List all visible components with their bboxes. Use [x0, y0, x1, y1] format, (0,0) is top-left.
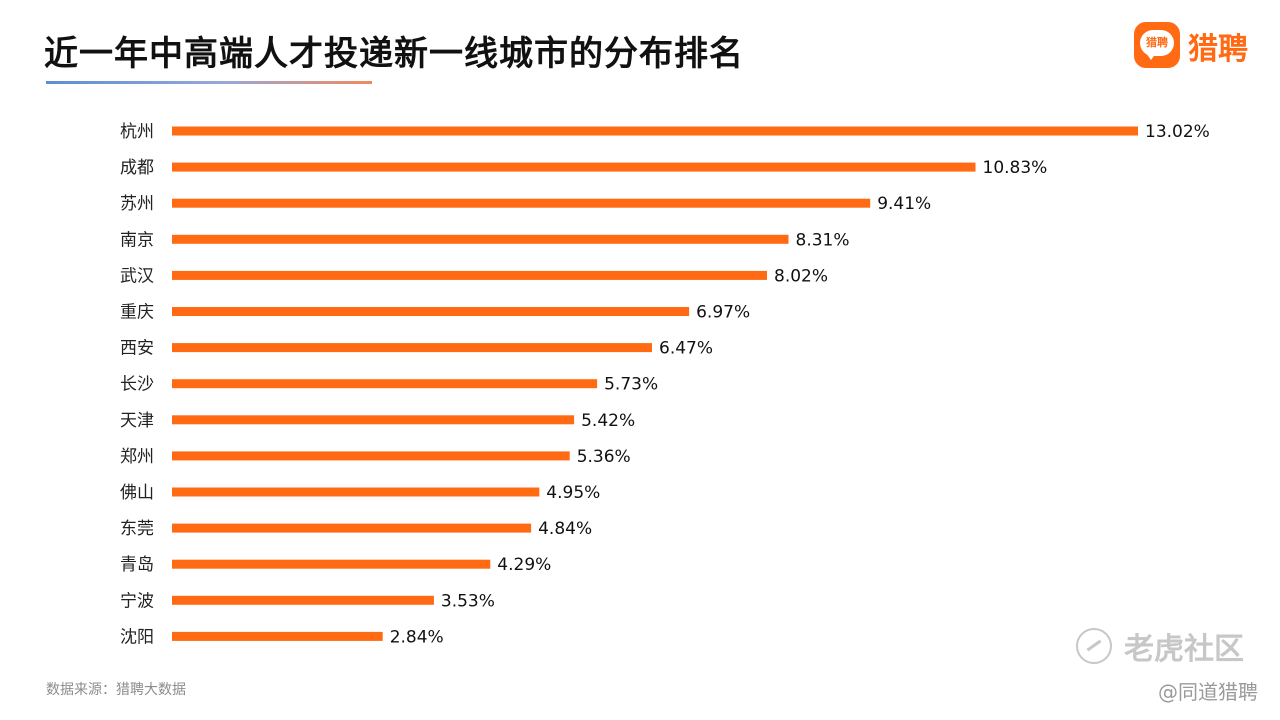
- category-label: 长沙: [120, 375, 154, 395]
- category-label: 杭州: [120, 122, 154, 142]
- bar: [172, 595, 434, 605]
- bar: [172, 559, 491, 569]
- bar: [172, 415, 575, 425]
- bar: [172, 162, 976, 172]
- page-title: 近一年中高端人才投递新一线城市的分布排名: [44, 34, 744, 74]
- category-label: 佛山: [120, 483, 154, 503]
- bar: [172, 451, 570, 461]
- logo-badge-icon: 猎聘: [1134, 22, 1180, 68]
- category-label: 东莞: [120, 519, 154, 539]
- bar: [172, 379, 598, 389]
- watermark-logo-icon: [1076, 628, 1112, 664]
- category-label: 青岛: [120, 555, 154, 575]
- data-label: 6.97%: [696, 303, 750, 323]
- data-label: 3.53%: [441, 591, 495, 611]
- bar: [172, 234, 789, 244]
- data-label: 5.36%: [577, 447, 631, 467]
- bar: [172, 126, 1138, 136]
- category-label: 天津: [120, 411, 154, 431]
- data-label: 5.73%: [604, 375, 658, 395]
- data-label: 6.47%: [659, 339, 713, 359]
- category-label: 成都: [120, 158, 154, 178]
- category-label: 宁波: [120, 591, 154, 611]
- category-label: 苏州: [120, 194, 154, 214]
- category-label: 沈阳: [120, 627, 154, 647]
- data-source-note: 数据来源：猎聘大数据: [46, 682, 186, 698]
- category-label: 西安: [120, 339, 154, 359]
- data-label: 13.02%: [1145, 122, 1210, 142]
- bar: [172, 198, 871, 208]
- data-label: 4.95%: [546, 483, 600, 503]
- data-label: 10.83%: [983, 158, 1048, 178]
- bar: [172, 523, 532, 533]
- logo-badge-tail: [1146, 53, 1156, 60]
- logo-badge-text: 猎聘: [1140, 30, 1174, 56]
- bar: [172, 343, 652, 353]
- data-label: 4.29%: [497, 555, 551, 575]
- title-underline: [46, 81, 372, 84]
- category-label: 南京: [120, 230, 154, 250]
- data-label: 4.84%: [538, 519, 592, 539]
- category-label: 重庆: [120, 303, 154, 323]
- social-handle: @同道猎聘: [1158, 680, 1258, 704]
- bar: [172, 307, 690, 316]
- watermark-text: 老虎社区: [1124, 632, 1244, 667]
- bar: [172, 270, 767, 280]
- bar: [172, 487, 540, 497]
- data-label: 2.84%: [390, 627, 444, 647]
- bar: [172, 631, 383, 641]
- category-label: 武汉: [120, 266, 154, 286]
- data-label: 8.31%: [796, 230, 850, 250]
- data-label: 9.41%: [877, 194, 931, 214]
- data-label: 8.02%: [774, 266, 828, 286]
- data-label: 5.42%: [581, 411, 635, 431]
- category-label: 郑州: [120, 447, 154, 467]
- logo-text: 猎聘: [1188, 32, 1248, 67]
